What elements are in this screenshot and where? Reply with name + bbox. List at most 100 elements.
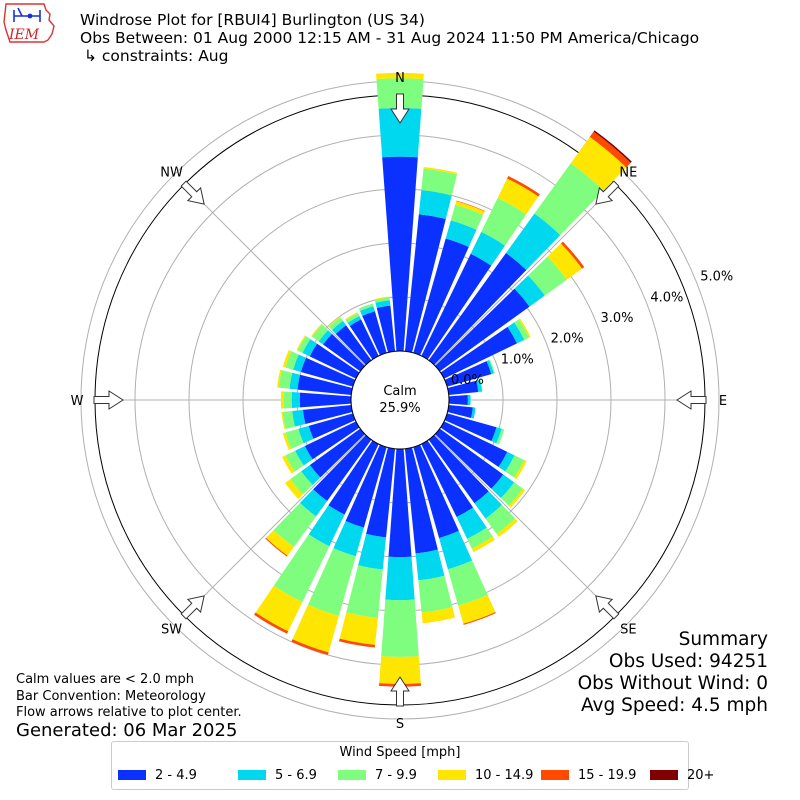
windrose-bar-segment	[280, 391, 284, 409]
windrose-bar-segment	[358, 303, 374, 311]
windrose-bar-segment	[282, 432, 292, 450]
summary-title: Summary	[678, 629, 768, 650]
legend-label: 10 - 14.9	[475, 767, 534, 783]
windrose-bar-segment	[302, 404, 353, 424]
legend-item: 2 - 4.9	[118, 767, 197, 783]
windrose-bar-segment	[289, 372, 301, 390]
flow-arrow-icon	[595, 180, 620, 205]
windrose-bar-segment	[293, 354, 307, 372]
flow-arrow-icon	[595, 595, 620, 620]
windrose-bar-segment	[376, 72, 424, 80]
windrose-bar-segment	[435, 288, 530, 372]
bar-convention-note: Bar Convention: Meteorology	[16, 689, 206, 704]
windrose-bar-segment	[415, 549, 445, 581]
windrose-bar-segment	[463, 612, 496, 625]
direction-label-w: W	[71, 394, 84, 409]
windrose-bar-segment	[308, 413, 356, 439]
windrose-bar-segment	[309, 343, 360, 379]
windrose-bar-segment	[345, 312, 358, 321]
flow-arrow-icon	[676, 390, 707, 410]
windrose-bar-segment	[447, 404, 473, 418]
legend-swatch	[338, 770, 366, 780]
windrose-bar-segment	[312, 324, 329, 342]
legend-item: 15 - 19.9	[541, 767, 636, 783]
windrose-bar-segment	[507, 322, 525, 344]
windrose-bar-segment	[328, 316, 341, 327]
windrose-bar-segment	[296, 335, 306, 351]
flow-arrow-icon	[180, 180, 205, 205]
windrose-bar-segment	[514, 319, 530, 340]
windrose-bar-segment	[467, 527, 493, 549]
windrose-bar-segment	[518, 318, 531, 338]
windrose-bar-segment	[479, 379, 483, 392]
windrose-bar-segment	[362, 311, 387, 356]
windrose-bar-segment	[254, 612, 289, 634]
radial-tick-label: 1.0%	[501, 352, 534, 367]
legend-label: 7 - 9.9	[375, 767, 417, 783]
legend: Wind Speed [mph] 2 - 4.9 5 - 6.9 7 - 9.9 10…	[111, 741, 714, 790]
windrose-bar-segment	[378, 108, 422, 158]
legend-item: 7 - 9.9	[338, 767, 417, 783]
windrose-bar-segment	[508, 488, 526, 508]
generated-date: Generated: 06 Mar 2025	[16, 720, 238, 741]
radial-tick-label: 2.0%	[551, 332, 584, 347]
windrose-bar-segment	[297, 336, 311, 353]
windrose-bar-segment	[471, 536, 495, 553]
windrose-bar-segment	[285, 351, 299, 370]
calm-label: Calm	[383, 384, 416, 399]
windrose-bar-segment	[295, 446, 313, 466]
windrose-bar-segment	[291, 392, 300, 408]
windrose-bar-segment	[560, 241, 585, 269]
windrose-bar-segment	[292, 409, 306, 427]
windrose-bar-segment	[338, 638, 376, 648]
windrose-bar-segment	[333, 521, 364, 557]
windrose-bar-segment	[428, 435, 489, 504]
direction-label-ne: NE	[619, 166, 637, 181]
windrose-bar-segment	[374, 296, 390, 301]
legend-title: Wind Speed [mph]	[339, 745, 461, 760]
radial-tick-label: 4.0%	[650, 290, 683, 305]
windrose-bar-segment	[481, 197, 527, 246]
windrose-bar-segment	[381, 599, 419, 657]
obs-period: Obs Between: 01 Aug 2000 12:15 AM - 31 A…	[80, 29, 700, 47]
flow-arrow-icon	[390, 93, 410, 124]
flow-arrow-icon	[390, 676, 410, 707]
windrose-bar-segment	[328, 440, 379, 515]
windrose-bar-segment	[265, 537, 288, 557]
windrose-bar-segment	[309, 428, 365, 478]
axis-labels: N NE E SE S SW W NW 0.0% 1.0% 2.0% 3.0% 4.0% 5.0%	[71, 71, 734, 732]
windrose-bar-segment	[318, 330, 332, 345]
windrose-bar-segment	[489, 359, 495, 374]
windrose-bar-segment	[445, 220, 477, 247]
windrose-bar-segment	[328, 317, 343, 331]
legend-label: 20+	[687, 767, 715, 783]
windrose-bar-segment	[283, 391, 292, 409]
windrose-bar-segment	[308, 505, 345, 547]
windrose-bar-segment	[376, 305, 396, 353]
windrose-bar-segment	[428, 252, 527, 365]
legend-label: 2 - 4.9	[155, 767, 197, 783]
windrose-bar-segment	[302, 339, 318, 357]
windrose-bar-segment	[497, 178, 539, 215]
legend-label: 15 - 19.9	[578, 767, 637, 783]
legend-item: 20+	[650, 767, 714, 783]
windrose-bar-segment	[486, 359, 494, 375]
legend-swatch	[118, 770, 146, 780]
windrose-bar-segment	[273, 534, 330, 603]
windrose-bar-segment	[379, 656, 421, 684]
windrose-bar-segment	[413, 444, 459, 539]
windrose-bar-segment	[301, 464, 321, 485]
windrose-bar-segment	[439, 530, 473, 570]
windrose-bar-segment	[458, 594, 496, 624]
windrose-bar-segment	[440, 326, 518, 379]
windrose-bar-segment	[358, 533, 387, 570]
windrose-bar-segment	[440, 421, 508, 468]
windrose-bar-segment	[359, 306, 375, 316]
windrose-bar-segment	[282, 410, 295, 429]
windrose-bar-segment	[404, 447, 438, 554]
windrose-bar-segment	[413, 238, 469, 356]
direction-label-nw: NW	[160, 166, 183, 181]
summary-avg-speed: Avg Speed: 4.5 mph	[580, 695, 768, 716]
windrose-bar-segment	[281, 411, 286, 430]
windrose-bar-segment	[382, 156, 418, 352]
